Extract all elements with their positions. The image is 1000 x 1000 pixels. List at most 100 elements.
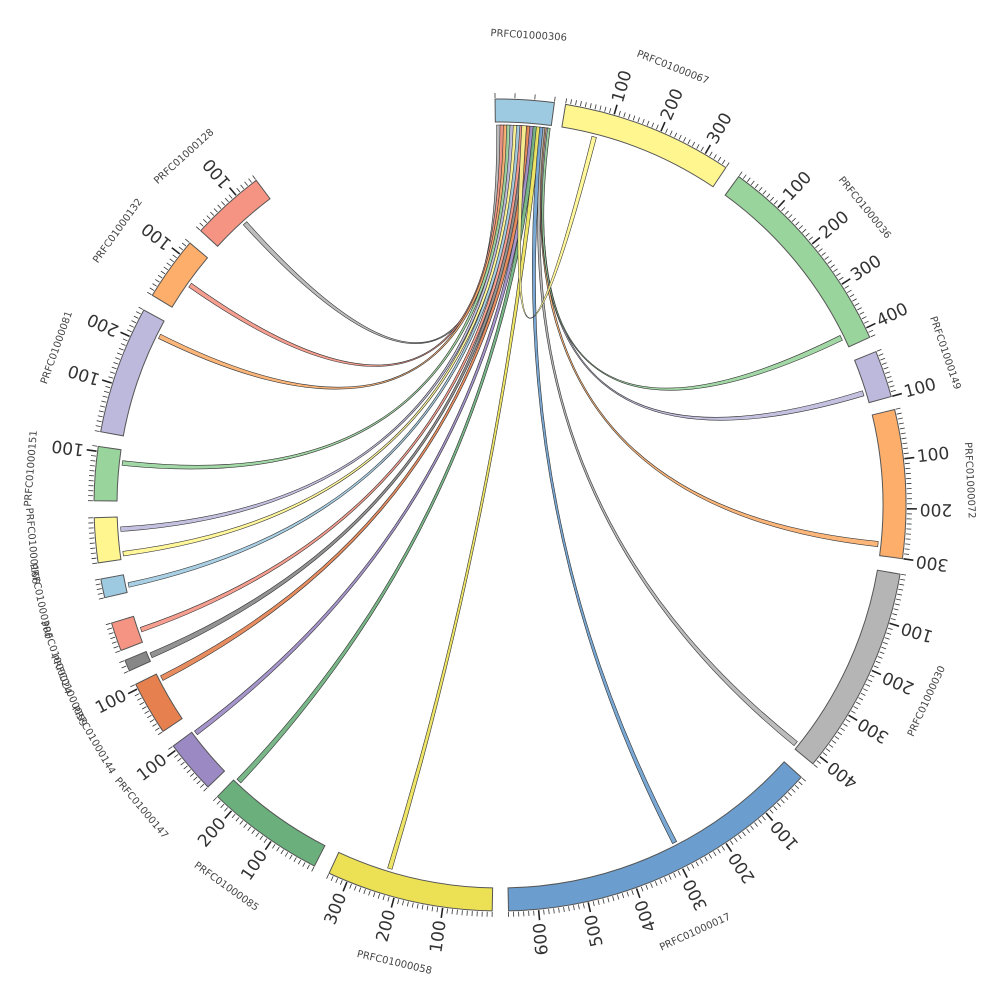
minor-tick	[854, 302, 860, 306]
link-prfc01000306-prfc01000024[interactable]	[139, 125, 525, 633]
minor-tick	[607, 897, 610, 903]
minor-tick	[147, 714, 152, 719]
link-prfc01000306-prfc01000059[interactable]	[149, 125, 529, 659]
minor-tick	[152, 283, 157, 287]
minor-tick	[382, 895, 385, 901]
minor-tick	[762, 190, 767, 195]
minor-tick	[243, 823, 248, 828]
tick-label: 100	[767, 816, 803, 854]
minor-tick	[843, 723, 848, 727]
minor-tick	[827, 260, 832, 264]
segment-prfc01000072[interactable]	[871, 408, 907, 560]
minor-tick	[833, 268, 838, 273]
minor-tick	[668, 875, 672, 880]
link-prfc01000306-prfc01000147[interactable]	[194, 125, 535, 736]
link-prfc01000306-prfc01000067[interactable]	[517, 125, 597, 319]
minor-tick	[235, 817, 240, 822]
link-prfc01000306-prfc01000144[interactable]	[160, 125, 532, 681]
minor-tick	[665, 128, 668, 134]
tick-label: 100	[608, 68, 636, 105]
minor-tick	[770, 196, 775, 202]
minor-tick	[95, 583, 101, 586]
link-prfc01000306-prfc01000166[interactable]	[122, 124, 519, 557]
segment-prfc01000017[interactable]	[507, 761, 802, 912]
minor-tick	[100, 405, 106, 408]
segment-prfc01000166[interactable]	[93, 516, 122, 564]
minor-tick	[210, 211, 215, 216]
tick-label: 200	[920, 499, 953, 519]
minor-tick	[852, 298, 857, 302]
minor-tick	[335, 878, 339, 883]
minor-tick	[696, 144, 700, 149]
minor-tick	[900, 432, 906, 435]
segment-prfc01000036[interactable]	[724, 175, 871, 348]
minor-tick	[902, 442, 908, 445]
segment-label-prfc01000151: PRFC01000151	[23, 430, 40, 507]
major-tick	[841, 278, 851, 285]
minor-tick	[904, 462, 910, 465]
link-prfc01000306-prfc01000128[interactable]	[242, 124, 503, 344]
minor-tick	[818, 248, 823, 252]
minor-tick	[695, 861, 699, 867]
minor-tick	[134, 693, 140, 697]
tick-label: 300	[679, 876, 711, 914]
tick-label: 100	[133, 750, 171, 786]
segment-prfc01000085[interactable]	[216, 779, 326, 867]
minor-tick	[769, 809, 774, 814]
minor-tick	[311, 866, 315, 872]
segment-label-prfc01000067: PRFC01000067	[635, 49, 710, 87]
minor-tick	[280, 849, 284, 855]
major-tick	[704, 144, 712, 155]
minor-tick	[387, 896, 390, 902]
minor-tick	[121, 665, 127, 669]
segment-prfc01000132[interactable]	[151, 242, 209, 308]
minor-tick	[890, 618, 896, 621]
segment-prfc01000067[interactable]	[561, 103, 727, 188]
major-tick	[819, 755, 829, 764]
segment-prfc01000306[interactable]	[494, 98, 555, 127]
link-prfc01000306-prfc01000151[interactable]	[121, 124, 512, 470]
minor-tick	[687, 139, 691, 145]
minor-tick	[597, 899, 600, 905]
minor-tick	[801, 777, 806, 782]
link-prfc01000306-prfc01000058[interactable]	[387, 126, 542, 870]
link-prfc01000306-prfc01000036[interactable]	[541, 127, 843, 391]
link-prfc01000306-prfc01000030[interactable]	[537, 127, 798, 747]
segment-prfc01000151[interactable]	[93, 445, 122, 502]
segment-prfc01000030[interactable]	[794, 569, 901, 765]
minor-tick	[798, 781, 803, 786]
link-prfc01000306-prfc01000085[interactable]	[236, 126, 539, 784]
minor-tick	[141, 706, 147, 710]
segment-prfc01000147[interactable]	[172, 731, 226, 788]
segment-prfc01000024[interactable]	[110, 615, 144, 652]
segment-prfc01000058[interactable]	[328, 851, 494, 912]
minor-tick	[828, 744, 834, 748]
major-tick	[86, 449, 97, 452]
minor-tick	[876, 348, 882, 352]
major-tick	[228, 187, 237, 196]
segment-prfc01000300[interactable]	[100, 574, 128, 599]
segment-prfc01000149[interactable]	[853, 350, 892, 404]
minor-tick	[138, 306, 144, 310]
segment-prfc01000059[interactable]	[124, 650, 152, 672]
tick-label: 100	[92, 686, 130, 719]
minor-tick	[708, 853, 713, 859]
minor-tick	[113, 645, 119, 649]
segment-prfc01000128[interactable]	[199, 179, 271, 247]
minor-tick	[886, 632, 892, 635]
minor-tick	[589, 103, 592, 109]
minor-tick	[875, 660, 881, 664]
minor-tick	[95, 425, 101, 428]
segment-prfc01000144[interactable]	[135, 673, 183, 733]
minor-tick	[816, 760, 821, 764]
minor-tick	[683, 137, 687, 142]
minor-tick	[570, 99, 572, 105]
tick-label: 400	[824, 757, 862, 793]
major-tick	[635, 888, 641, 899]
minor-tick	[582, 903, 585, 909]
minor-tick	[879, 651, 885, 655]
link-prfc01000306-prfc01000017[interactable]	[532, 126, 678, 844]
minor-tick	[805, 232, 810, 237]
minor-tick	[120, 343, 126, 346]
segment-prfc01000081[interactable]	[100, 309, 165, 437]
